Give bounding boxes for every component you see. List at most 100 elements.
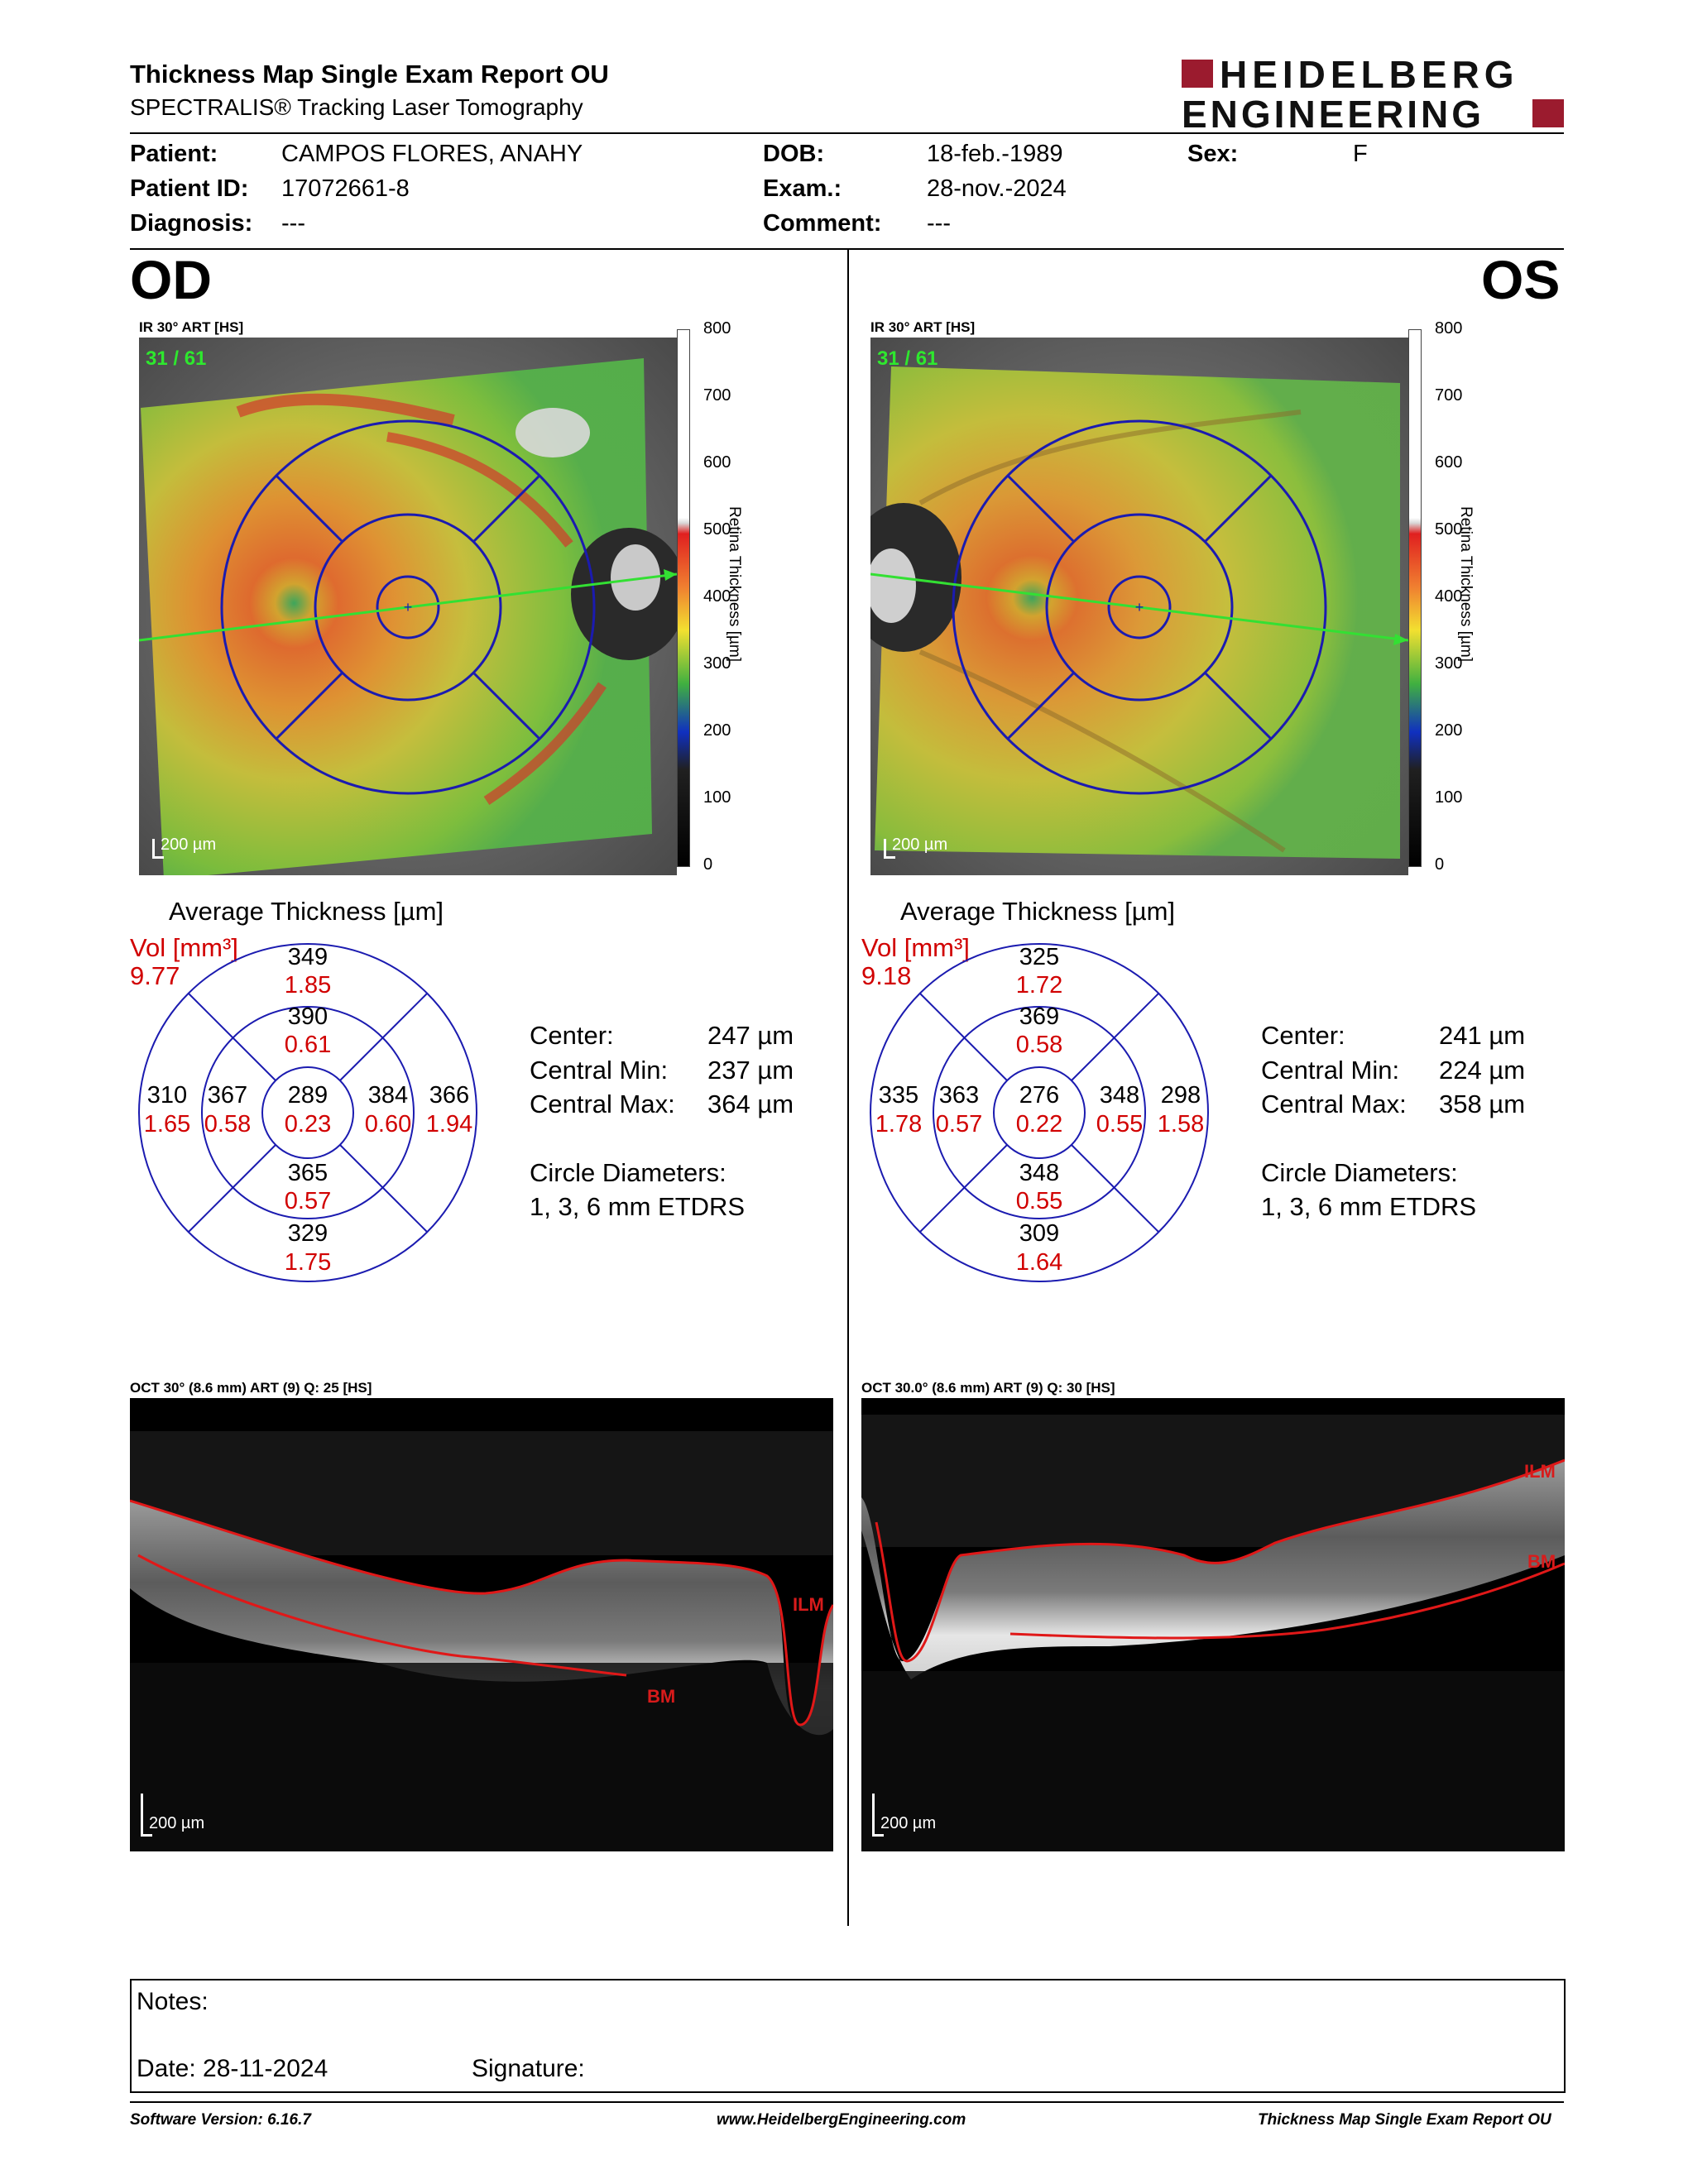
od-tick-100: 100 — [703, 788, 731, 807]
od-oct-scale: 200 µm — [149, 1814, 205, 1832]
date-label: Date: 28-11-2024 — [137, 2055, 328, 2082]
od-oct-bscan — [130, 1398, 833, 1851]
od-tick-400: 400 — [703, 587, 731, 606]
os-inner-nasal-thk: 348 — [1100, 1082, 1139, 1109]
os-inner-sup-vol: 0.58 — [1016, 1032, 1062, 1058]
od-vol-label: Vol [mm³] — [130, 933, 238, 962]
logo-text-2: ENGINEERING — [1182, 93, 1484, 131]
os-outer-nasal-vol: 1.58 — [1158, 1111, 1204, 1138]
report-title: Thickness Map Single Exam Report OU — [130, 60, 609, 89]
eye-label-od: OD — [130, 249, 212, 310]
diagnosis-label: Diagnosis: — [130, 210, 253, 237]
notes-box — [130, 1979, 1566, 2093]
patient-id-label: Patient ID: — [130, 175, 249, 202]
od-outer-inf-vol: 1.75 — [285, 1249, 331, 1276]
os-cmax-value: 358 µm — [1439, 1090, 1526, 1118]
od-thickness-map: + — [139, 338, 677, 875]
patient-id: 17072661-8 — [281, 175, 410, 202]
os-outer-sup-thk: 325 — [1019, 944, 1059, 970]
od-diam-label: Circle Diameters: — [530, 1158, 727, 1187]
od-outer-sup-vol: 1.85 — [285, 972, 331, 999]
os-inner-temp-thk: 363 — [939, 1082, 979, 1109]
os-oct-scale: 200 µm — [880, 1814, 937, 1832]
os-diam-value: 1, 3, 6 mm ETDRS — [1261, 1192, 1477, 1221]
dob-value: 18-feb.-1989 — [927, 141, 1063, 167]
footer-report: Thickness Map Single Exam Report OU — [1258, 2111, 1551, 2129]
comment-value: --- — [927, 210, 951, 237]
od-inner-temp-thk: 367 — [208, 1082, 247, 1109]
os-diam-label: Circle Diameters: — [1261, 1158, 1458, 1187]
od-outer-sup-thk: 349 — [288, 944, 328, 970]
od-tick-700: 700 — [703, 386, 731, 405]
od-ir-label: IR 30° ART [HS] — [139, 319, 244, 335]
os-bm-label: BM — [1527, 1551, 1556, 1572]
od-oct-label: OCT 30° (8.6 mm) ART (9) Q: 25 [HS] — [130, 1380, 372, 1396]
od-tick-0: 0 — [703, 855, 713, 874]
diagnosis-value: --- — [281, 210, 305, 237]
od-etdrs-grid: 349 1.85 390 0.61 289 0.23 365 0.57 329 … — [138, 943, 477, 1282]
od-inner-nasal-vol: 0.60 — [365, 1111, 411, 1138]
os-cmin-value: 224 µm — [1439, 1056, 1526, 1085]
footer-website[interactable]: www.HeidelbergEngineering.com — [717, 2111, 966, 2129]
os-tick-400: 400 — [1435, 587, 1463, 606]
os-thickness-map: + — [870, 338, 1408, 875]
svg-text:+: + — [1135, 599, 1144, 615]
od-cmin-value: 237 µm — [707, 1056, 794, 1085]
os-frame-counter: 31 / 61 — [877, 347, 938, 370]
od-inner-sup-vol: 0.61 — [285, 1032, 331, 1058]
od-inner-sup-thk: 390 — [288, 1003, 328, 1030]
od-outer-temp-thk: 310 — [147, 1082, 187, 1109]
od-outer-temp-vol: 1.65 — [144, 1111, 190, 1138]
os-center-vol: 0.22 — [1016, 1111, 1062, 1138]
os-outer-sup-vol: 1.72 — [1016, 972, 1062, 999]
os-ir-label: IR 30° ART [HS] — [870, 319, 976, 335]
eye-label-os: OS — [1481, 249, 1561, 310]
notes-label: Notes: — [137, 1988, 209, 2015]
os-tick-100: 100 — [1435, 788, 1463, 807]
od-inner-temp-vol: 0.58 — [204, 1111, 251, 1138]
os-outer-inf-thk: 309 — [1019, 1220, 1059, 1247]
od-bm-label: BM — [647, 1686, 676, 1707]
od-inner-inf-vol: 0.57 — [285, 1188, 331, 1214]
exam-label: Exam.: — [763, 175, 842, 202]
od-vol-value: 9.77 — [130, 961, 180, 990]
svg-text:+: + — [404, 599, 413, 615]
os-cmax-label: Central Max: — [1261, 1090, 1407, 1118]
od-frame-counter: 31 / 61 — [146, 347, 207, 370]
os-vol-value: 9.18 — [861, 961, 912, 990]
os-center-value: 241 µm — [1439, 1021, 1526, 1050]
os-inner-nasal-vol: 0.55 — [1096, 1111, 1143, 1138]
od-map-scale: 200 µm — [161, 836, 217, 854]
patient-label: Patient: — [130, 141, 218, 167]
os-avg-title: Average Thickness [µm] — [900, 897, 1176, 926]
od-center-label: Center: — [530, 1021, 614, 1050]
exam-value: 28-nov.-2024 — [927, 175, 1067, 202]
od-outer-nasal-vol: 1.94 — [426, 1111, 472, 1138]
od-tick-500: 500 — [703, 520, 731, 539]
od-colorbar-label: Retina Thickness [µm] — [726, 506, 743, 662]
os-ilm-label: ILM — [1524, 1461, 1556, 1482]
os-center-label: Center: — [1261, 1021, 1345, 1050]
od-tick-200: 200 — [703, 721, 731, 740]
os-etdrs-grid: 325 1.72 369 0.58 276 0.22 348 0.55 309 … — [870, 943, 1209, 1282]
os-inner-sup-thk: 369 — [1019, 1003, 1059, 1030]
os-vol-label: Vol [mm³] — [861, 933, 970, 962]
os-tick-0: 0 — [1435, 855, 1445, 874]
od-center-vol: 0.23 — [285, 1111, 331, 1138]
os-center-thk: 276 — [1019, 1082, 1059, 1109]
od-ilm-label: ILM — [793, 1594, 824, 1615]
od-diam-value: 1, 3, 6 mm ETDRS — [530, 1192, 746, 1221]
os-map-scale: 200 µm — [892, 836, 948, 854]
os-tick-800: 800 — [1435, 319, 1463, 338]
os-tick-600: 600 — [1435, 453, 1463, 472]
signature-label: Signature: — [472, 2055, 585, 2082]
os-outer-temp-thk: 335 — [879, 1082, 918, 1109]
os-colorbar — [1408, 329, 1422, 867]
os-inner-inf-thk: 348 — [1019, 1160, 1059, 1186]
os-outer-inf-vol: 1.64 — [1016, 1249, 1062, 1276]
os-outer-temp-vol: 1.78 — [875, 1111, 922, 1138]
os-tick-200: 200 — [1435, 721, 1463, 740]
od-inner-nasal-thk: 384 — [368, 1082, 408, 1109]
comment-label: Comment: — [763, 210, 882, 237]
sex-value: F — [1353, 141, 1368, 167]
